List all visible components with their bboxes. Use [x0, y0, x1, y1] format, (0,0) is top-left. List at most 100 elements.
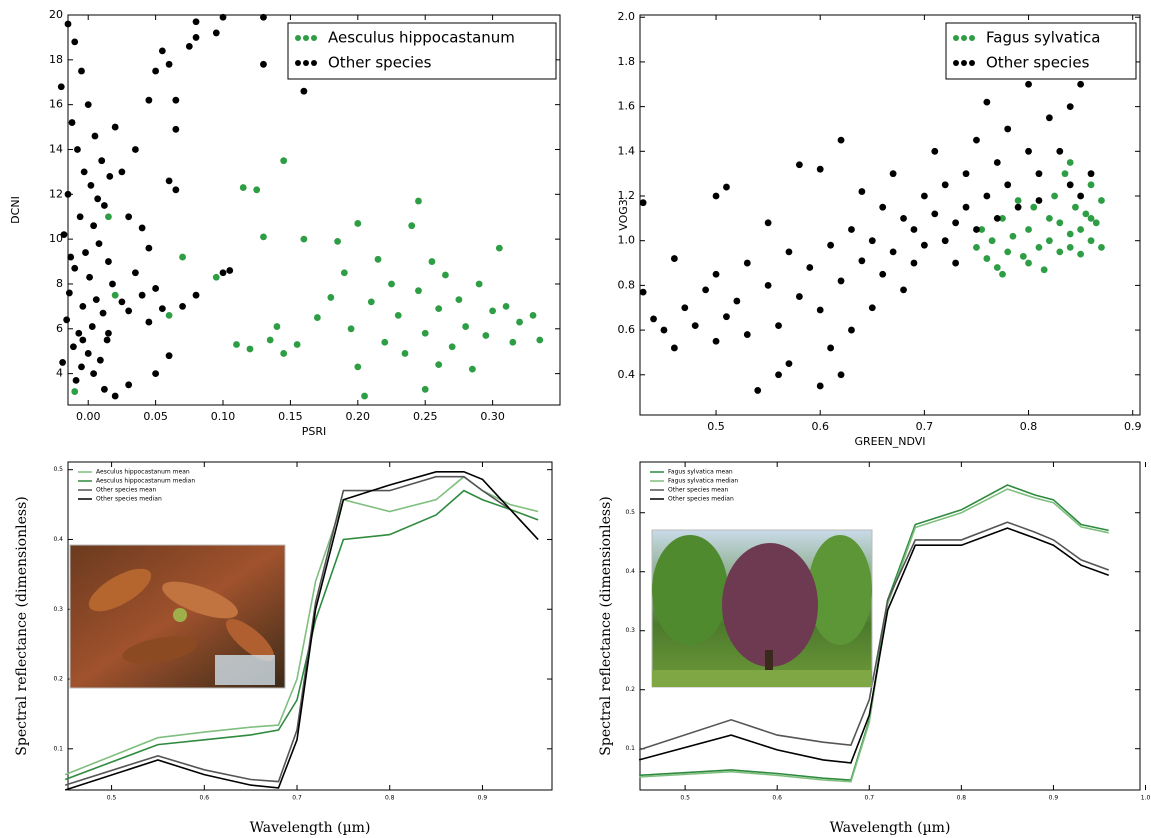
- scatter-point: [75, 329, 83, 337]
- scatter-point: [111, 392, 119, 400]
- y-tick-label: 20: [49, 8, 63, 21]
- scatter-point: [165, 60, 173, 68]
- scatter-point: [69, 343, 77, 351]
- scatter-point: [691, 322, 699, 330]
- scatter-point: [293, 341, 301, 348]
- scatter-point: [1061, 170, 1069, 178]
- scatter-point: [848, 326, 855, 334]
- scatter-point: [448, 343, 456, 351]
- scatter-point: [879, 270, 887, 278]
- y-tick-label: 12: [49, 187, 63, 200]
- scatter-point: [639, 288, 647, 296]
- legend-label: Aesculus hippocastanum median: [96, 478, 195, 485]
- scatter-point: [280, 157, 288, 165]
- legend-marker: [311, 60, 317, 66]
- scatter-point: [868, 304, 876, 312]
- scatter-point: [952, 219, 960, 227]
- scatter-point: [95, 240, 103, 248]
- legend-label: Other species median: [96, 496, 162, 503]
- scatter-point: [1030, 203, 1038, 211]
- scatter-point: [764, 219, 772, 227]
- scatter-point: [775, 371, 782, 379]
- scatter-point: [1087, 237, 1095, 245]
- y-tick-label: 0.5: [53, 466, 63, 473]
- scatter-point: [65, 289, 73, 297]
- legend-label: Other species mean: [96, 487, 156, 494]
- scatter-point: [165, 177, 173, 185]
- scatter-point: [795, 293, 803, 300]
- scatter-point: [212, 29, 220, 37]
- scatter-point: [59, 359, 67, 366]
- scatter-point: [516, 318, 523, 326]
- scatter-point: [785, 360, 793, 368]
- scatter-point: [71, 38, 79, 46]
- scatter-point: [1004, 181, 1012, 189]
- x-axis-label: Wavelength (µm): [250, 820, 371, 836]
- legend-marker: [953, 60, 959, 66]
- scatter-point: [1040, 266, 1048, 274]
- scatter-point: [475, 280, 483, 288]
- spectrum-line: [639, 488, 1109, 783]
- scatter-point: [983, 192, 991, 200]
- x-tick-label: 0.6: [772, 795, 782, 802]
- scatter-point: [125, 307, 133, 315]
- scatter-point: [973, 136, 980, 144]
- scatter-point: [639, 199, 647, 207]
- scatter-point: [1087, 170, 1095, 178]
- scatter-point: [1056, 219, 1064, 227]
- x-tick-label: 0.10: [211, 410, 236, 423]
- scatter-point: [1004, 125, 1012, 133]
- y-tick-label: 14: [49, 142, 63, 155]
- scatter-point: [1051, 192, 1058, 200]
- scatter-point: [354, 363, 362, 371]
- scatter-point: [192, 34, 200, 41]
- scatter-point: [63, 316, 71, 324]
- scatter-point: [920, 192, 928, 200]
- scatter-point: [827, 241, 835, 249]
- scatter-point: [239, 184, 247, 191]
- y-tick-label: 1.8: [618, 55, 636, 68]
- scatter-point: [1025, 147, 1032, 155]
- scatter-point: [105, 258, 112, 265]
- legend-marker: [953, 35, 959, 41]
- scatter-point: [910, 226, 918, 233]
- scatter-point: [1014, 197, 1022, 204]
- scatter-point: [1056, 147, 1064, 155]
- y-tick-label: 10: [49, 232, 63, 245]
- scatter-point: [660, 326, 668, 334]
- scatter-point: [92, 296, 100, 304]
- legend-marker: [969, 60, 975, 66]
- scatter-point: [138, 224, 146, 232]
- scatter-point: [816, 165, 824, 173]
- scatter-point: [962, 203, 970, 211]
- x-tick-label: 0.6: [811, 420, 829, 433]
- photo-beech: [651, 529, 873, 688]
- scatter-point: [273, 323, 281, 330]
- scatter-point: [952, 259, 960, 267]
- scatter-point: [86, 273, 93, 281]
- x-tick-label: 0.5: [707, 420, 725, 433]
- scatter-point: [103, 336, 111, 344]
- scatter-point: [131, 146, 139, 153]
- scatter-point: [60, 231, 68, 239]
- scatter-point: [72, 376, 80, 384]
- x-tick-label: 0.8: [385, 795, 395, 802]
- scatter-point: [650, 315, 657, 323]
- scatter-point: [109, 280, 116, 288]
- scatter-point: [145, 96, 153, 104]
- scatter-point: [848, 226, 855, 233]
- y-tick-label: 0.6: [618, 323, 636, 336]
- scatter-point: [468, 365, 476, 373]
- scatter-point: [172, 125, 180, 133]
- scatter-point: [79, 336, 87, 344]
- scatter-point: [401, 350, 409, 357]
- scatter-point: [260, 60, 267, 68]
- scatter-point: [100, 385, 108, 393]
- scatter-point: [1014, 203, 1022, 211]
- legend-label: Fagus sylvatica: [986, 29, 1100, 47]
- scatter-point: [334, 237, 341, 245]
- scatter-point: [1025, 226, 1032, 233]
- scatter-point: [889, 170, 897, 178]
- scatter-point: [1066, 103, 1074, 111]
- scatter-point: [1066, 230, 1074, 238]
